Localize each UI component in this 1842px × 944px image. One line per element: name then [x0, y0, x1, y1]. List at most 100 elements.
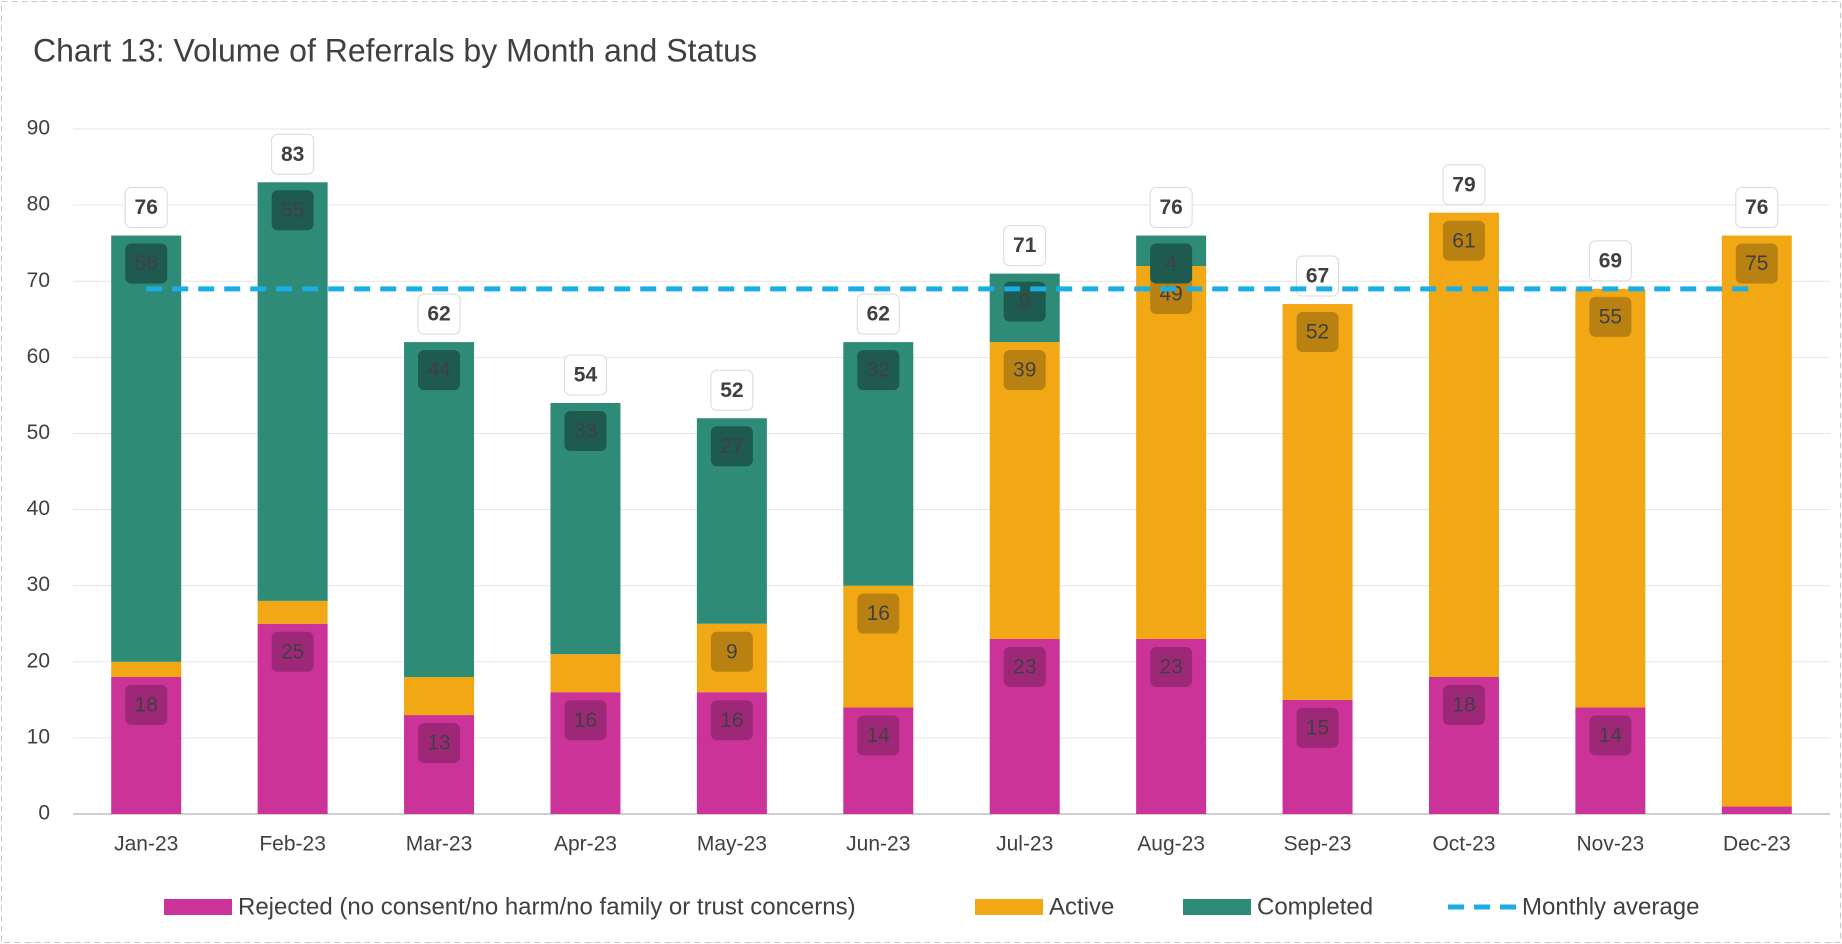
data-label-box [271, 133, 315, 175]
y-tick-label: 10 [27, 725, 50, 748]
data-label: 39 [1013, 359, 1036, 382]
bar-segment [257, 600, 328, 624]
data-label: 27 [720, 435, 743, 458]
bar-segment [1282, 304, 1353, 700]
x-tick-label: Jul-23 [996, 833, 1053, 856]
x-tick-label: Oct-23 [1432, 833, 1495, 856]
bar-segment [1721, 806, 1792, 814]
data-label-box [563, 354, 607, 396]
y-tick-label: 20 [27, 649, 50, 672]
data-label: 55 [281, 199, 304, 222]
bar-segment [989, 342, 1060, 639]
data-label-box [856, 293, 900, 335]
data-label: 44 [427, 359, 451, 382]
bar-segment [111, 235, 182, 662]
data-label: 62 [427, 303, 450, 326]
data-label-box [710, 369, 754, 411]
legend-swatch [164, 899, 232, 915]
data-label-box [710, 700, 753, 741]
data-label: 56 [135, 252, 158, 275]
data-label: 76 [1745, 196, 1768, 219]
data-label: 62 [867, 303, 890, 326]
bar-segment [1721, 235, 1792, 807]
data-label: 13 [427, 732, 450, 755]
data-label: 76 [135, 196, 158, 219]
data-label-box [1296, 255, 1340, 297]
y-tick-label: 0 [38, 802, 50, 825]
data-label-box [857, 350, 900, 391]
data-label-box [1589, 715, 1632, 756]
data-label: 23 [1159, 655, 1182, 678]
data-label: 61 [1452, 229, 1475, 252]
data-label-box [1735, 243, 1778, 284]
data-label-box [125, 685, 168, 725]
data-label: 54 [574, 364, 598, 387]
data-label: 52 [1306, 321, 1329, 344]
x-tick-label: Aug-23 [1137, 833, 1205, 856]
legend-label: Active [1049, 893, 1114, 920]
data-label-box [271, 190, 314, 231]
data-label-box [1735, 187, 1779, 229]
data-label: 23 [1013, 655, 1036, 678]
data-label-box [417, 293, 461, 335]
x-tick-label: Dec-23 [1723, 833, 1791, 856]
data-label-box [710, 426, 753, 467]
x-tick-label: Feb-23 [259, 833, 326, 856]
data-label: 79 [1452, 173, 1475, 196]
data-label: 16 [574, 709, 597, 732]
data-label: 52 [720, 379, 743, 402]
x-tick-label: May-23 [697, 833, 767, 856]
legend-swatch [975, 899, 1043, 915]
data-label-box [710, 631, 753, 672]
data-label-box [1150, 646, 1193, 687]
data-label: 83 [281, 143, 304, 166]
data-label-box [857, 593, 900, 634]
x-tick-label: Apr-23 [554, 833, 617, 856]
data-label: 15 [1306, 716, 1329, 739]
data-label: 75 [1745, 252, 1768, 275]
data-label: 49 [1159, 283, 1182, 306]
data-label: 14 [867, 724, 891, 747]
bar-segment [111, 661, 182, 677]
x-tick-label: Nov-23 [1577, 833, 1645, 856]
data-label: 67 [1306, 265, 1329, 288]
data-label: 16 [867, 602, 890, 625]
data-label-box [125, 243, 168, 284]
data-label-box [1442, 164, 1486, 206]
data-label-box [1149, 187, 1193, 229]
data-label-box [1442, 220, 1485, 261]
data-label: 71 [1013, 234, 1037, 257]
data-label: 16 [720, 709, 743, 732]
data-label: 4 [1165, 252, 1177, 275]
data-label-box [564, 700, 607, 741]
data-label-box [418, 350, 461, 391]
legend-label: Rejected (no consent/no harm/no family o… [238, 893, 856, 920]
x-tick-label: Jun-23 [846, 833, 910, 856]
data-label: 55 [1599, 305, 1622, 328]
x-tick-label: Mar-23 [406, 833, 473, 856]
legend-swatch [1183, 899, 1251, 915]
chart-title: Chart 13: Volume of Referrals by Month a… [33, 32, 757, 68]
y-tick-label: 60 [27, 345, 50, 368]
data-label: 18 [1452, 694, 1475, 717]
bar-segment [1575, 288, 1646, 708]
data-label: 25 [281, 640, 304, 663]
data-label-box [1003, 646, 1046, 687]
y-tick-label: 30 [27, 573, 50, 596]
data-label-box [1150, 274, 1193, 314]
y-tick-label: 70 [27, 269, 50, 292]
data-label-box [418, 723, 461, 764]
data-label-box [1003, 350, 1046, 391]
x-tick-label: Jan-23 [114, 833, 178, 856]
bar-segment [1428, 212, 1499, 677]
data-label: 14 [1599, 724, 1623, 747]
y-tick-label: 50 [27, 421, 50, 444]
data-label: 18 [135, 694, 158, 717]
bar-segment [550, 654, 621, 693]
data-label: 32 [867, 359, 890, 382]
y-tick-label: 80 [27, 193, 50, 216]
data-label-box [1588, 240, 1632, 282]
data-label-box [1589, 296, 1632, 337]
data-label-box [1003, 281, 1046, 322]
